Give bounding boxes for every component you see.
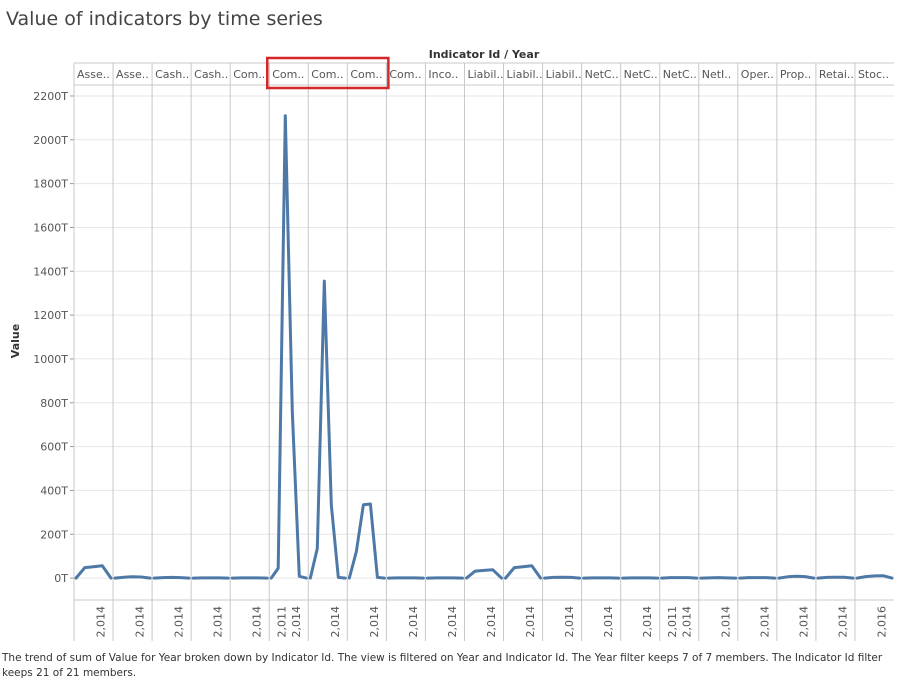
panel-header-label: Cash.. — [155, 68, 189, 81]
x-year-label: 2,014 — [95, 606, 108, 638]
x-year-label: 2,014 — [602, 606, 615, 638]
series-line — [74, 564, 113, 580]
x-year-label: 2,014 — [212, 606, 225, 638]
series-line — [465, 568, 503, 580]
x-year-label: 2,011 — [276, 606, 289, 638]
series-line — [660, 576, 699, 580]
series-line — [699, 576, 738, 580]
panels: Asse.. 2,014 Asse.. 2,014 Cash.. 2,014 Cash.. 2… — [77, 63, 889, 641]
y-tick-label: 2200T — [33, 90, 68, 103]
x-year-label: 2,014 — [290, 606, 303, 638]
x-year-label: 2,014 — [563, 606, 576, 638]
panel-header-label: Com.. — [311, 68, 343, 81]
series-line — [152, 575, 191, 580]
header-title: Indicator Id / Year — [429, 48, 540, 61]
panel-header-label: Cash.. — [194, 68, 228, 81]
panel-header-label: Liabil.. — [507, 68, 543, 81]
series-line — [855, 574, 894, 580]
y-tick-label: 2000T — [33, 134, 68, 147]
panel-header-label: Liabil.. — [546, 68, 582, 81]
x-year-label: 2,014 — [719, 606, 732, 638]
series-line — [308, 279, 347, 580]
panel-header-label: Oper.. — [741, 68, 774, 81]
panel-header-label: Com.. — [233, 68, 265, 81]
panel-header-label: NetC.. — [585, 68, 619, 81]
y-tick-label: 1200T — [33, 309, 68, 322]
y-tick-label: 1800T — [33, 178, 68, 191]
x-year-label: 2,014 — [407, 606, 420, 638]
gridlines — [74, 95, 894, 579]
x-year-label: 2,014 — [251, 606, 264, 638]
y-axis-label: Value — [9, 324, 22, 358]
panel-header-label: Liabil.. — [467, 68, 503, 81]
panel-header-label: Com.. — [389, 68, 421, 81]
panel-header-label: NetC.. — [663, 68, 697, 81]
x-year-label: 2,014 — [680, 606, 693, 638]
series-line — [347, 502, 386, 580]
series-line — [269, 114, 308, 580]
y-tick-label: 1400T — [33, 265, 68, 278]
x-year-label: 2,016 — [876, 606, 889, 638]
series-line — [738, 576, 777, 580]
y-tick-label: 1000T — [33, 353, 68, 366]
x-year-label: 2,014 — [758, 606, 771, 638]
series-line — [543, 575, 582, 580]
chart[interactable]: Indicator Id / Year Value 0T 200T 400T 600T… — [0, 0, 903, 650]
chart-title: Value of indicators by time series — [6, 8, 323, 30]
x-year-label: 2,014 — [134, 606, 147, 638]
panel-header-label: NetI.. — [702, 68, 732, 81]
y-tick-label: 0T — [54, 572, 68, 585]
panel-header-label: Stoc.. — [858, 68, 889, 81]
x-year-label: 2,014 — [173, 606, 186, 638]
y-tick-label: 200T — [40, 528, 68, 541]
panel-header-label: Asse.. — [116, 68, 149, 81]
panel-header-label: Prop.. — [780, 68, 811, 81]
y-tick-label: 400T — [40, 484, 68, 497]
x-year-label: 2,014 — [368, 606, 381, 638]
y-tick-label: 1600T — [33, 221, 68, 234]
x-year-label: 2,014 — [524, 606, 537, 638]
panel-header-label: NetC.. — [624, 68, 658, 81]
y-axis-ticks: 0T 200T 400T 600T 800T 1000T 1200T 1400T 1600T 18… — [33, 90, 74, 585]
x-year-label: 2,014 — [485, 606, 498, 638]
y-tick-label: 600T — [40, 441, 68, 454]
panel-header-label: Com.. — [350, 68, 382, 81]
x-year-label: 2,011 — [666, 606, 679, 638]
x-year-label: 2,014 — [641, 606, 654, 638]
x-year-label: 2,014 — [836, 606, 849, 638]
x-year-label: 2,014 — [446, 606, 459, 638]
series-lines — [74, 114, 894, 580]
panel-header-label: Inco.. — [428, 68, 458, 81]
series-line — [816, 575, 855, 580]
x-year-label: 2,014 — [797, 606, 810, 638]
highlight-box — [265, 56, 390, 90]
y-tick-label: 800T — [40, 397, 68, 410]
series-line — [504, 564, 543, 580]
frame — [73, 56, 894, 641]
series-line — [777, 574, 816, 580]
panel-header-label: Com.. — [272, 68, 304, 81]
x-year-label: 2,014 — [329, 606, 342, 638]
series-line — [113, 575, 152, 580]
panel-header-label: Retai.. — [819, 68, 854, 81]
panel-header-label: Asse.. — [77, 68, 110, 81]
chart-caption: The trend of sum of Value for Year broke… — [2, 652, 883, 679]
